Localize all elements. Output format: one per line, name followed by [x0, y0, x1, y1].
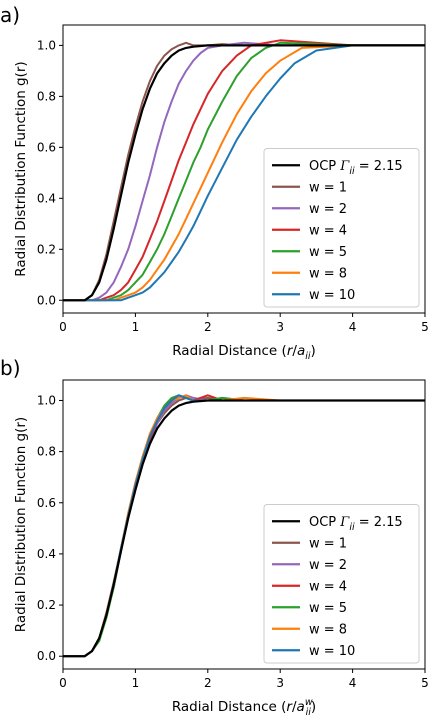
axes-frame — [62, 24, 426, 314]
y-axis-label: Radial Distribution Function g(r) — [13, 61, 29, 276]
y-tick-label: 0.4 — [37, 547, 56, 561]
series-line-w-10 — [63, 44, 425, 302]
legend-label: w = 5 — [309, 601, 347, 616]
x-tick-label: 3 — [276, 676, 284, 690]
y-axis-label: Radial Distribution Function g(r) — [13, 417, 29, 632]
legend-label: OCP Γii = 2.15 — [309, 159, 403, 177]
plot-lines — [63, 39, 425, 302]
panel-a: a) 0 1 2 3 4 5 0.0 0.2 0.4 0.6 0.8 1.0 Radial Distrib… — [0, 3, 429, 362]
y-tick-label: 0.2 — [37, 242, 56, 256]
x-tick-label: 2 — [204, 320, 212, 334]
legend-label: w = 1 — [309, 536, 347, 551]
y-tick-label: 0.0 — [37, 649, 56, 663]
legend-box — [263, 148, 420, 308]
y-tick-label: 1.0 — [37, 393, 56, 407]
x-tick-label: 1 — [132, 676, 140, 690]
legend-label: w = 8 — [309, 622, 347, 637]
legend: OCP Γii = 2.15 w = 1 w = 2 w = 4 w = 5 w = 8 w… — [263, 504, 420, 664]
x-tick-label: 1 — [132, 320, 140, 334]
panel-label: a) — [0, 3, 20, 27]
y-tick-label: 0.6 — [37, 496, 56, 510]
x-tick-label: 2 — [204, 676, 212, 690]
x-tick-label: 0 — [59, 676, 67, 690]
panel-label: b) — [0, 356, 21, 380]
y-tick-label: 0.8 — [37, 445, 56, 459]
y-tick-label: 0.8 — [37, 89, 56, 103]
y-tick-label: 1.0 — [37, 38, 56, 52]
legend-label: w = 2 — [309, 558, 347, 573]
x-axis-label: Radial Distance (r/aii) — [172, 343, 316, 362]
legend-label: w = 4 — [309, 223, 347, 238]
panel-b: b) 0 1 2 3 4 5 0.0 0.2 0.4 0.6 0.8 1.0 Radial Distrib… — [0, 356, 429, 718]
reference-line-ocp — [63, 399, 425, 658]
y-tick-label: 0.6 — [37, 140, 56, 154]
axes-frame — [62, 379, 426, 670]
y-tick-label: 0.2 — [37, 598, 56, 612]
y-tick-label: 0.0 — [37, 293, 56, 307]
legend-box — [263, 504, 420, 664]
legend-label: OCP Γii = 2.15 — [309, 515, 403, 533]
x-tick-label: 4 — [349, 320, 357, 334]
legend-label: w = 5 — [309, 245, 347, 260]
series-line-w-8 — [63, 44, 425, 302]
x-tick-label: 4 — [349, 676, 357, 690]
legend-label: w = 1 — [309, 180, 347, 195]
x-tick-label: 3 — [276, 320, 284, 334]
legend-label: w = 10 — [309, 288, 355, 303]
plot-lines — [63, 394, 425, 658]
series-line-w-5 — [63, 41, 425, 302]
legend: OCP Γii = 2.15 w = 1 w = 2 w = 4 w = 5 w = 8 w… — [263, 148, 420, 308]
legend-label: w = 10 — [309, 644, 355, 659]
legend-label: w = 4 — [309, 579, 347, 594]
y-tick-label: 0.4 — [37, 191, 56, 205]
x-tick-label: 5 — [421, 320, 429, 334]
x-tick-label: 5 — [421, 676, 429, 690]
x-tick-label: 0 — [59, 320, 67, 334]
series-line-w-4 — [63, 39, 425, 302]
x-axis-label: Radial Distance (r/aw ii) — [172, 697, 316, 718]
reference-line-ocp — [63, 44, 425, 302]
legend-label: w = 8 — [309, 266, 347, 281]
legend-label: w = 2 — [309, 202, 347, 217]
